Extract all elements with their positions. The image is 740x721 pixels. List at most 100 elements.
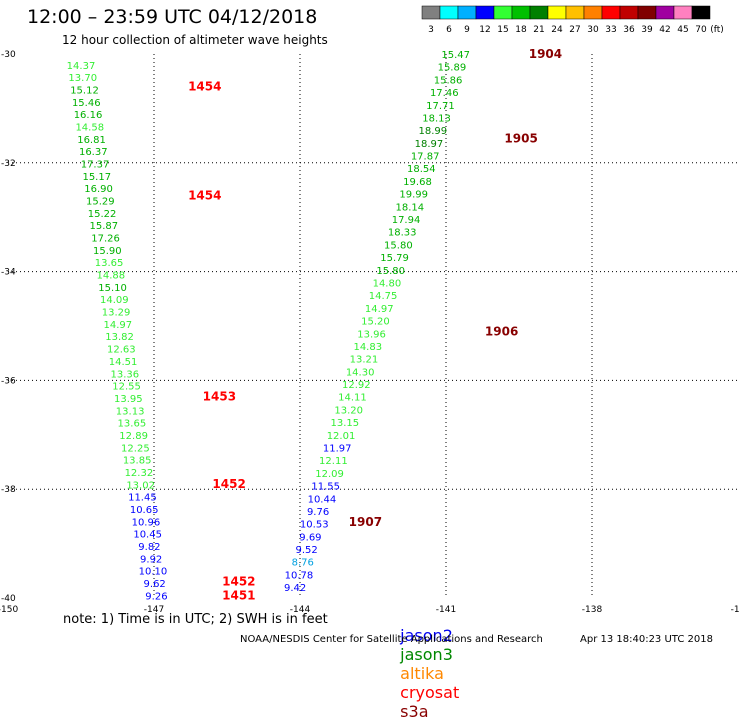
wave-height-value: 16.37 (79, 147, 108, 158)
wave-height-value: 11.55 (311, 482, 340, 493)
wave-height-value: 11.45 (128, 493, 157, 504)
wave-height-value: 17.37 (81, 160, 110, 171)
legend-s3a: s3a (400, 702, 429, 721)
scale-label: 12 (479, 25, 490, 35)
chart-subtitle: 12 hour collection of altimeter wave hei… (62, 33, 328, 47)
legend-cryosat: cryosat (400, 683, 460, 702)
wave-height-value: 18.13 (422, 113, 451, 124)
wave-height-value: 17.26 (91, 234, 120, 245)
wave-height-value: 10.53 (300, 520, 329, 531)
wave-height-value: 16.16 (74, 110, 103, 121)
legend-altika: altika (400, 664, 444, 683)
pass-time-label: 1452 (212, 477, 245, 491)
wave-height-value: 12.01 (327, 431, 356, 442)
wave-height-value: 15.46 (72, 98, 101, 109)
wave-height-value: 18.33 (388, 228, 417, 239)
y-tick-label: -30 (1, 50, 16, 60)
wave-height-value: 9.76 (307, 507, 329, 518)
scale-label: 27 (569, 25, 580, 35)
wave-height-value: 13.95 (114, 394, 143, 405)
wave-height-value: 12.32 (125, 468, 154, 479)
x-tick-label: -147 (144, 605, 164, 615)
wave-height-value: 9.92 (140, 554, 162, 565)
wave-height-value: 10.44 (308, 494, 337, 505)
wave-height-value: 14.30 (346, 367, 375, 378)
wave-height-value: 13.96 (357, 329, 386, 340)
wave-height-value: 15.20 (361, 317, 390, 328)
wave-height-value: 15.86 (434, 75, 463, 86)
wave-height-value: 9.52 (295, 545, 317, 556)
wave-height-value: 19.68 (403, 177, 432, 188)
pass-time-label: 1453 (203, 390, 236, 404)
wave-height-value: 13.29 (102, 308, 131, 319)
pass-time-label: 1454 (188, 188, 221, 202)
scale-label: 9 (464, 25, 470, 35)
wave-height-value: 13.15 (331, 418, 360, 429)
page-title: 12:00 – 23:59 UTC 04/12/2018 (27, 6, 318, 28)
wave-height-value: 14.11 (338, 393, 367, 404)
wave-height-value: 15.89 (438, 63, 467, 74)
x-tick-label: -141 (436, 605, 456, 615)
wave-height-value: 12.25 (121, 443, 150, 454)
wave-height-value: 14.97 (365, 304, 394, 315)
wave-height-value: 15.22 (88, 209, 117, 220)
scale-label: 39 (641, 25, 653, 35)
wave-height-value: 10.96 (132, 517, 161, 528)
wave-height-value: 12.55 (112, 382, 141, 393)
scale-label: 42 (659, 25, 670, 35)
pass-time-label: 1454 (188, 80, 221, 94)
wave-height-value: 9.26 (145, 591, 167, 602)
wave-height-value: 17.71 (426, 101, 455, 112)
wave-height-value: 15.79 (380, 253, 409, 264)
wave-height-value: 18.99 (418, 126, 447, 137)
scale-swatch (691, 5, 711, 20)
wave-height-value: 15.29 (86, 197, 115, 208)
wave-height-value: 13.13 (116, 406, 145, 417)
y-tick-label: -38 (1, 485, 16, 495)
scale-label: 30 (587, 25, 599, 35)
scale-label: 6 (446, 25, 452, 35)
wave-height-value: 10.45 (133, 530, 162, 541)
pass-time-label: 1451 (222, 588, 255, 602)
pass-time-label: 1906 (485, 324, 518, 338)
y-tick-label: -36 (1, 376, 16, 386)
x-tick-label: -13 (731, 605, 740, 615)
wave-height-value: 14.97 (104, 320, 133, 331)
y-tick-label: -40 (1, 594, 16, 604)
wave-height-value: 17.87 (411, 152, 440, 163)
wave-height-value: 14.83 (353, 342, 382, 353)
credit-line: NOAA/NESDIS Center for Satellite Applica… (240, 634, 543, 645)
wave-height-value: 15.10 (98, 283, 127, 294)
generated-timestamp: Apr 13 18:40:23 UTC 2018 (580, 634, 713, 645)
pass-time-label: 1907 (349, 515, 382, 529)
wave-height-value: 9.69 (299, 532, 321, 543)
legend-jason3: jason3 (400, 645, 453, 664)
wave-height-value: 10.78 (285, 570, 314, 581)
wave-height-value: 14.51 (109, 357, 138, 368)
wave-height-value: 10.10 (139, 567, 168, 578)
x-tick-label: -144 (290, 605, 311, 615)
wave-height-value: 15.17 (82, 172, 111, 183)
pass-time-label: 1905 (504, 131, 537, 145)
footer-note: note: 1) Time is in UTC; 2) SWH is in fe… (63, 612, 328, 627)
wave-height-value: 14.09 (100, 295, 129, 306)
wave-height-value: 13.21 (350, 355, 379, 366)
wave-height-value: 15.80 (384, 240, 413, 251)
wave-height-value: 16.90 (84, 184, 113, 195)
scale-label: 24 (551, 25, 563, 35)
scale-unit-label: (ft) (710, 25, 724, 35)
wave-height-value: 9.82 (138, 542, 160, 553)
y-tick-label: -32 (1, 159, 16, 169)
wave-height-value: 12.09 (315, 469, 344, 480)
wave-height-value: 18.54 (407, 164, 436, 175)
scale-label: 3 (428, 25, 434, 35)
satellite-legend: jason2 jason3 altika cryosat s3a (390, 607, 465, 721)
wave-height-value: 13.20 (334, 405, 363, 416)
wave-height-value: 13.65 (118, 419, 147, 430)
wave-height-value: 13.85 (123, 456, 152, 467)
x-tick-label: -150 (0, 605, 18, 615)
scale-label: 70 (695, 25, 707, 35)
wave-height-value: 13.82 (105, 332, 134, 343)
wave-height-value: 14.80 (373, 278, 402, 289)
wave-height-value: 14.88 (97, 271, 126, 282)
